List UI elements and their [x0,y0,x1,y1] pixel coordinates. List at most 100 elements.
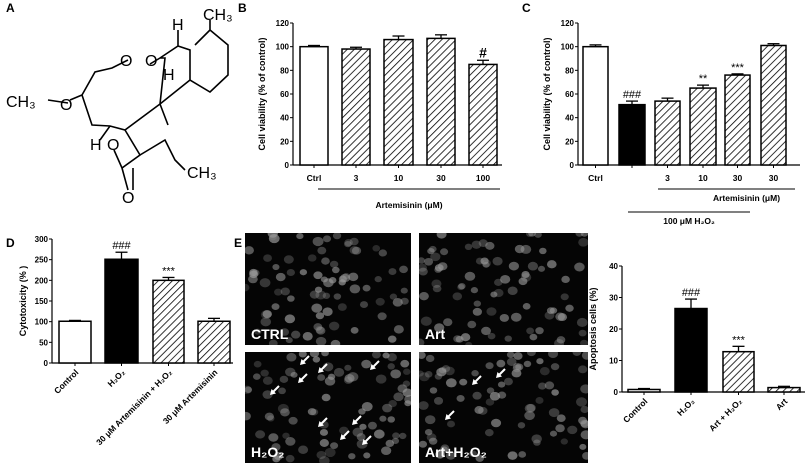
cell-nucleus [392,298,403,307]
cell-nuclei [245,352,411,463]
cell-nucleus [344,239,353,247]
cell-nucleus [580,430,588,440]
structure-bonds [47,20,229,191]
cell-nucleus [262,376,273,385]
bar [383,38,414,166]
cell-nucleus [581,352,588,360]
cell-nucleus [312,356,321,363]
cell-nucleus [526,352,536,357]
cell-nucleus [419,370,424,377]
cell-nucleus [548,408,560,418]
cell-nucleus [504,335,512,342]
cell-nucleus [280,328,290,336]
cell-nucleus [385,439,395,448]
panel-label-a: A [6,1,15,15]
cell-nucleus [520,244,532,254]
x-category-label: H₂O₂ [105,367,127,389]
cell-nucleus [245,246,254,255]
cell-nucleus [425,354,435,363]
cell-nucleus [579,443,587,450]
cell-nucleus [330,442,339,450]
cell-nuclei [245,233,409,345]
atom-label: O [60,97,72,114]
cell-nucleus [475,257,484,265]
cell-nucleus [528,233,536,237]
cell-nucleus [349,246,360,255]
group-label: Artemisinin (μM) [375,200,442,210]
cell-nucleus [453,335,462,343]
cell-nucleus [487,332,496,340]
cell-nucleus [323,278,334,288]
cell-nucleus [518,277,528,286]
cell-nucleus [273,452,284,461]
cell-nucleus [298,445,309,454]
cell-nucleus [387,353,397,362]
arrow-icon [318,367,324,373]
cell-nucleus [580,384,588,394]
significance-marker: ** [699,73,708,85]
cell-nucleus [253,373,261,380]
cell-nucleus [428,437,438,445]
cell-nucleus [459,378,468,386]
cell-nucleus [419,263,427,272]
panel-label-d: D [6,236,15,250]
y-tick-label: 100 [561,43,575,52]
cell-nucleus [377,312,387,321]
arrow-icon [472,379,478,385]
cell-nucleus [481,326,491,336]
y-tick-label: 0 [614,388,619,397]
cell-nucleus [480,257,489,265]
cell-nucleus [419,352,426,360]
cell-nucleus [544,381,555,390]
cell-nucleus [473,300,481,307]
cell-nucleus [302,332,313,341]
cell-nucleus [361,402,373,412]
cell-nucleus [520,272,532,282]
cell-nucleus [492,256,503,266]
x-category-label: Ctrl [588,173,603,183]
cell-nucleus [467,320,477,329]
micrograph-panel: Art [419,233,588,345]
cell-nucleus [433,396,444,405]
cell-nucleus [382,352,390,359]
cell-nucleus [282,432,290,439]
cell-nucleus [561,275,570,284]
bar [724,74,751,166]
y-tick-label: 200 [35,276,49,285]
cell-nucleus [574,262,585,272]
bar [197,320,231,364]
cell-nucleus [382,403,393,413]
cell-nucleus [424,371,433,378]
y-tick-label: 0 [285,161,290,170]
cell-nucleus [285,337,293,344]
cell-nucleus [397,384,408,393]
y-tick-label: 150 [35,297,49,306]
y-tick-label: 300 [35,235,49,244]
atom-label: O [145,53,157,70]
atom-label: CH₃ [203,7,233,24]
cell-nucleus [356,433,366,441]
cell-nucleus [388,268,397,275]
cell-nucleus [554,338,565,345]
y-tick-label: 40 [280,114,289,123]
arrow-icon [362,439,368,445]
cell-nucleus [391,437,400,444]
cell-nucleus [388,400,397,408]
cell-nucleus [537,265,546,272]
cell-nucleus [359,423,367,430]
cell-nucleus [279,375,289,383]
cell-nucleus [399,432,407,440]
y-tick-label: 50 [39,338,48,347]
x-category-label: 10 [394,173,404,183]
cell-nucleus [400,359,410,368]
arrow-icon [340,434,346,440]
cell-nucleus [484,429,494,437]
cell-nucleus [434,323,445,333]
micrograph-background [245,233,411,345]
cell-nucleus [518,451,527,458]
cell-nucleus [298,352,307,358]
cell-nucleus [555,424,565,433]
arrow-icon [352,419,358,425]
cell-nucleus [316,450,327,460]
cell-nucleus [419,401,429,410]
